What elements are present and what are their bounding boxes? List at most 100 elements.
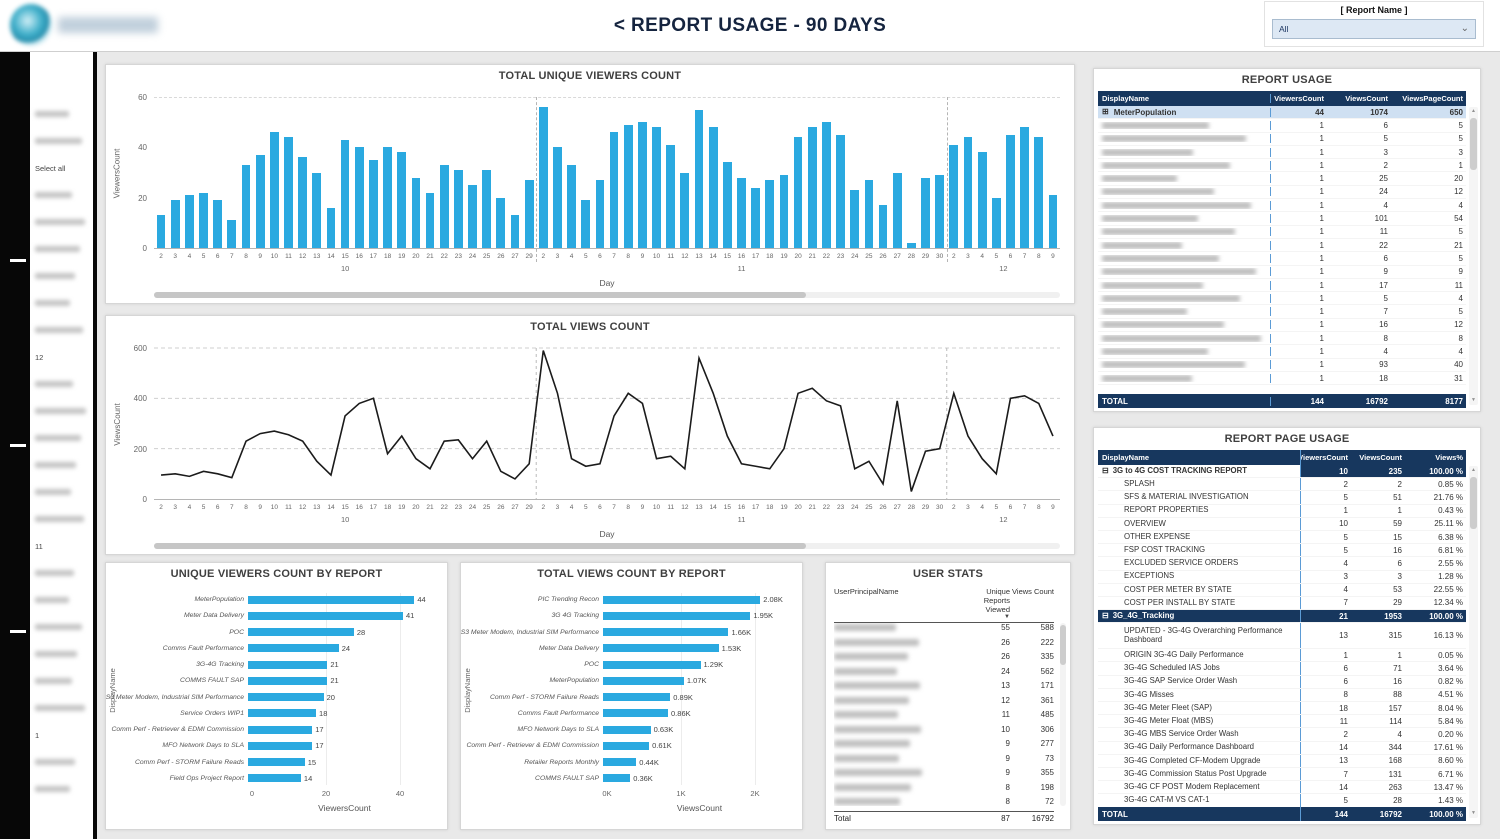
report-page-row[interactable]: 3G-4G Scheduled IAS Jobs 6 71 3.64 % — [1098, 662, 1466, 676]
report-page-row[interactable]: 3G-4G Misses 8 88 4.51 % — [1098, 688, 1466, 702]
report-usage-row[interactable]: 1 7 5 — [1098, 305, 1466, 319]
report-usage-row[interactable]: 1 11 5 — [1098, 226, 1466, 239]
bar-day-15[interactable] — [722, 162, 732, 248]
hbar-bar[interactable] — [248, 758, 305, 767]
bar-day-23[interactable] — [453, 169, 463, 248]
report-page-row[interactable]: EXCEPTIONS 3 3 1.28 % — [1098, 570, 1466, 584]
report-usage-row[interactable]: 1 9 9 — [1098, 266, 1466, 279]
slicer-item-redacted[interactable] — [35, 269, 91, 283]
report-page-row[interactable]: 3G-4G CF POST Modem Replacement 14 263 13.4… — [1098, 781, 1466, 795]
report-page-row[interactable]: ⊟ 3G to 4G COST TRACKING REPORT 10 235 100.0… — [1098, 465, 1466, 479]
hbar-bar[interactable] — [248, 628, 354, 637]
bar-day-5[interactable] — [199, 192, 208, 248]
report-usage-row[interactable]: 1 17 11 — [1098, 279, 1466, 293]
hbar-bar[interactable] — [248, 725, 313, 734]
report-usage-row[interactable]: 1 101 54 — [1098, 212, 1466, 226]
bar-day-13[interactable] — [694, 109, 704, 248]
column-header-views-count[interactable]: Views Count — [1012, 587, 1054, 596]
bar-day-27[interactable] — [510, 215, 520, 248]
report-page-row[interactable]: 3G-4G Daily Performance Dashboard 14 344 17… — [1098, 741, 1466, 755]
hbar-bar[interactable] — [603, 660, 701, 669]
scrollbar-thumb[interactable] — [154, 292, 807, 298]
hbar-bar[interactable] — [603, 628, 729, 637]
bar-day-27[interactable] — [892, 172, 902, 248]
scroll-down-icon[interactable]: ▼ — [1471, 810, 1476, 816]
hbar-bar[interactable] — [603, 709, 669, 718]
slicer-item-redacted[interactable] — [35, 593, 91, 607]
report-usage-row[interactable]: 1 22 21 — [1098, 239, 1466, 253]
slicer-item-redacted[interactable] — [35, 296, 91, 310]
bar-day-26[interactable] — [878, 205, 888, 248]
bar-day-28[interactable] — [906, 242, 916, 248]
column-header-viewerscount[interactable]: ViewersCount — [1270, 94, 1332, 103]
bar-day-6[interactable] — [595, 180, 605, 248]
bar-day-19[interactable] — [779, 175, 789, 248]
bar-day-4[interactable] — [977, 152, 987, 248]
bar-day-3[interactable] — [170, 200, 180, 248]
report-usage-row[interactable]: 1 25 20 — [1098, 172, 1466, 186]
user-stats-row[interactable]: 13 171 — [834, 681, 1054, 690]
scrollbar-thumb[interactable] — [1060, 625, 1066, 665]
hbar-bar[interactable] — [603, 774, 631, 783]
bar-day-25[interactable] — [864, 180, 874, 248]
report-page-row[interactable]: UPDATED - 3G-4G Overarching Performance … — [1098, 623, 1466, 650]
hbar-bar[interactable] — [248, 611, 403, 620]
vertical-scrollbar[interactable]: ▲ ▼ — [1469, 107, 1478, 405]
report-page-row[interactable]: EXCLUDED SERVICE ORDERS 4 6 2.55 % — [1098, 557, 1466, 571]
report-usage-row[interactable]: 1 5 5 — [1098, 133, 1466, 146]
vertical-scrollbar[interactable] — [1060, 623, 1066, 806]
hbar-bar[interactable] — [248, 709, 317, 718]
hbar-bar[interactable] — [603, 758, 637, 767]
bar-day-7[interactable] — [227, 220, 237, 248]
column-header-views-percent[interactable]: Views% — [1435, 453, 1463, 462]
report-page-row[interactable]: FSP COST TRACKING 5 16 6.81 % — [1098, 544, 1466, 558]
bar-day-25[interactable] — [482, 169, 492, 248]
slicer-item-redacted[interactable] — [35, 242, 91, 256]
bar-day-15[interactable] — [340, 139, 350, 248]
bar-day-8[interactable] — [623, 124, 633, 248]
bar-day-16[interactable] — [737, 177, 746, 248]
column-header-viewerscount[interactable]: ViewersCount — [1300, 450, 1354, 465]
slicer-item-redacted[interactable] — [35, 458, 91, 472]
hbar-bar[interactable] — [603, 725, 651, 734]
column-header-displayname[interactable]: DisplayName — [1102, 453, 1150, 462]
report-page-row[interactable]: ORIGIN 3G-4G Daily Performance 1 1 0.05 % — [1098, 649, 1466, 663]
bar-day-20[interactable] — [411, 177, 421, 248]
report-usage-row[interactable]: 1 3 3 — [1098, 146, 1466, 160]
collapse-icon[interactable]: ⊟ — [1102, 611, 1109, 621]
slicer-item-redacted[interactable] — [35, 755, 91, 769]
report-page-row[interactable]: 3G-4G Completed CF-Modem Upgrade 13 168 8.6… — [1098, 754, 1466, 768]
bar-day-12[interactable] — [298, 157, 308, 248]
report-page-row[interactable]: 3G-4G Commission Status Post Upgrade 7 131… — [1098, 767, 1466, 782]
hbar-bar[interactable] — [603, 644, 719, 653]
bar-day-29[interactable] — [524, 180, 534, 248]
bar-day-8[interactable] — [1034, 137, 1044, 248]
bar-day-14[interactable] — [326, 207, 336, 248]
bar-day-21[interactable] — [425, 192, 435, 248]
hbar-bar[interactable] — [603, 611, 751, 620]
user-stats-row[interactable]: 8 72 — [834, 797, 1054, 806]
user-stats-row[interactable]: 55 588 — [834, 623, 1054, 632]
slicer-item-redacted[interactable] — [35, 620, 91, 634]
column-header-viewscount[interactable]: ViewsCount — [1345, 94, 1388, 103]
bar-day-18[interactable] — [383, 147, 392, 248]
slicer-item-redacted[interactable] — [35, 404, 91, 418]
bar-day-29[interactable] — [921, 177, 930, 248]
report-usage-row[interactable]: 1 4 4 — [1098, 345, 1466, 359]
bar-day-18[interactable] — [765, 180, 775, 248]
bar-day-21[interactable] — [807, 127, 817, 248]
scroll-up-icon[interactable]: ▲ — [1471, 467, 1476, 473]
slicer-item-11[interactable]: 11 — [35, 541, 43, 551]
bar-day-9[interactable] — [1048, 195, 1058, 248]
hbar-bar[interactable] — [248, 644, 339, 653]
bar-day-2[interactable] — [538, 107, 548, 248]
bar-day-22[interactable] — [822, 122, 831, 248]
slicer-item-redacted[interactable] — [35, 566, 91, 580]
report-page-row[interactable]: OTHER EXPENSE 5 15 6.38 % — [1098, 530, 1466, 545]
report-usage-row[interactable]: 1 93 40 — [1098, 359, 1466, 372]
report-page-row[interactable]: 3G-4G CAT-M VS CAT-1 5 28 1.43 % — [1098, 794, 1466, 807]
user-stats-row[interactable]: 9 277 — [834, 739, 1054, 748]
expand-icon[interactable]: ⊞ — [1102, 107, 1109, 117]
report-usage-row[interactable]: 1 16 12 — [1098, 319, 1466, 333]
bar-day-23[interactable] — [836, 134, 845, 248]
